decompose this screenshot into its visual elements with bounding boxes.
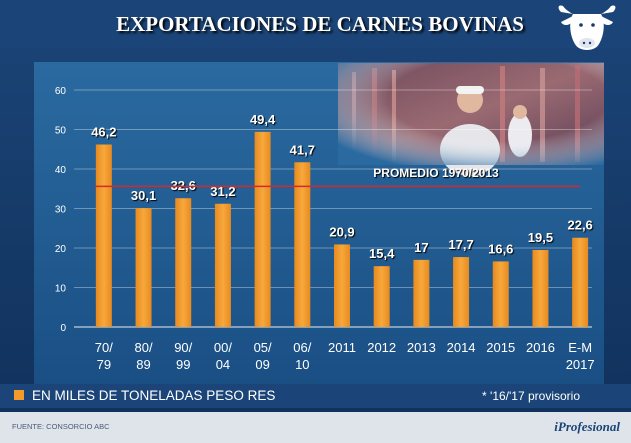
bar-value-label: 31,2 <box>210 184 235 199</box>
provisional-note: * '16/'17 provisorio <box>482 389 580 403</box>
bar-value-label: 49,4 <box>250 112 276 127</box>
x-tick-label: 05/ <box>254 340 272 355</box>
source-text: FUENTE: CONSORCIO ABC <box>12 422 110 431</box>
bar <box>572 237 589 327</box>
brand-logo: iProfesional <box>554 419 620 434</box>
bar-value-label: 16,6 <box>488 241 513 256</box>
average-label: PROMEDIO 1970/2013 <box>373 166 499 180</box>
x-tick-label: 2012 <box>367 340 396 355</box>
bar-value-label: 46,2 <box>91 125 116 140</box>
x-tick-label: 10 <box>295 357 309 372</box>
x-tick-label: 2015 <box>486 340 515 355</box>
x-tick-label: 2014 <box>447 340 476 355</box>
brand-name: Profesional <box>558 419 621 434</box>
x-tick-label: 2013 <box>407 340 436 355</box>
x-tick-label: 00/ <box>214 340 232 355</box>
bar-value-label: 30,1 <box>131 188 156 203</box>
bar-value-label: 20,9 <box>329 224 354 239</box>
bar <box>532 249 549 327</box>
bar <box>95 144 112 327</box>
bar-value-label: 22,6 <box>567 218 592 233</box>
x-tick-label: E-M <box>568 340 592 355</box>
y-tick-label: 40 <box>55 165 67 176</box>
butcher-photo-icon <box>338 63 604 176</box>
x-tick-label: 89 <box>136 357 150 372</box>
y-tick-label: 20 <box>55 244 67 255</box>
x-tick-label: 79 <box>97 357 111 372</box>
bar-value-label: 41,7 <box>290 142 315 157</box>
bar-value-label: 17,7 <box>448 237 473 252</box>
cow-head-icon <box>558 5 616 50</box>
bar <box>135 208 152 327</box>
x-tick-label: 99 <box>176 357 190 372</box>
bar <box>214 203 231 327</box>
y-axis-ticks: 0 10 20 30 40 50 60 <box>55 86 67 334</box>
y-tick-label: 10 <box>55 284 67 295</box>
header: EXPORTACIONES DE CARNES BOVINAS <box>0 0 631 48</box>
footer <box>0 412 631 443</box>
x-tick-label: 70/ <box>95 340 113 355</box>
x-tick-label: 90/ <box>174 340 192 355</box>
x-tick-label: 04 <box>216 357 230 372</box>
bar-value-label: 19,5 <box>528 230 553 245</box>
x-tick-label: 2016 <box>526 340 555 355</box>
bar-value-label: 17 <box>414 240 428 255</box>
bars <box>95 131 589 327</box>
bar <box>294 162 311 327</box>
bar <box>492 261 509 327</box>
x-tick-label: 06/ <box>293 340 311 355</box>
bar <box>453 257 470 327</box>
x-tick-label: 09 <box>255 357 269 372</box>
bar <box>175 198 192 327</box>
legend-swatch <box>14 390 24 400</box>
x-axis-ticks: 70/79 80/89 90/99 00/04 05/09 06/10 2011 2012 20… <box>95 340 595 372</box>
bar-value-label: 15,4 <box>369 246 395 261</box>
x-tick-label: 2017 <box>566 357 595 372</box>
y-tick-label: 0 <box>60 323 66 334</box>
x-tick-label: 2011 <box>328 340 356 355</box>
y-tick-label: 50 <box>55 126 67 137</box>
bar <box>334 244 350 327</box>
legend-strip <box>0 384 631 408</box>
y-tick-label: 30 <box>55 205 67 216</box>
bar <box>413 259 430 327</box>
chart-title: EXPORTACIONES DE CARNES BOVINAS <box>116 12 524 36</box>
bar <box>254 131 271 327</box>
bar <box>373 266 390 327</box>
x-tick-label: 80/ <box>134 340 152 355</box>
y-tick-label: 60 <box>55 86 67 97</box>
legend-label: EN MILES DE TONELADAS PESO RES <box>32 388 275 403</box>
brand-prefix: i <box>554 419 558 434</box>
